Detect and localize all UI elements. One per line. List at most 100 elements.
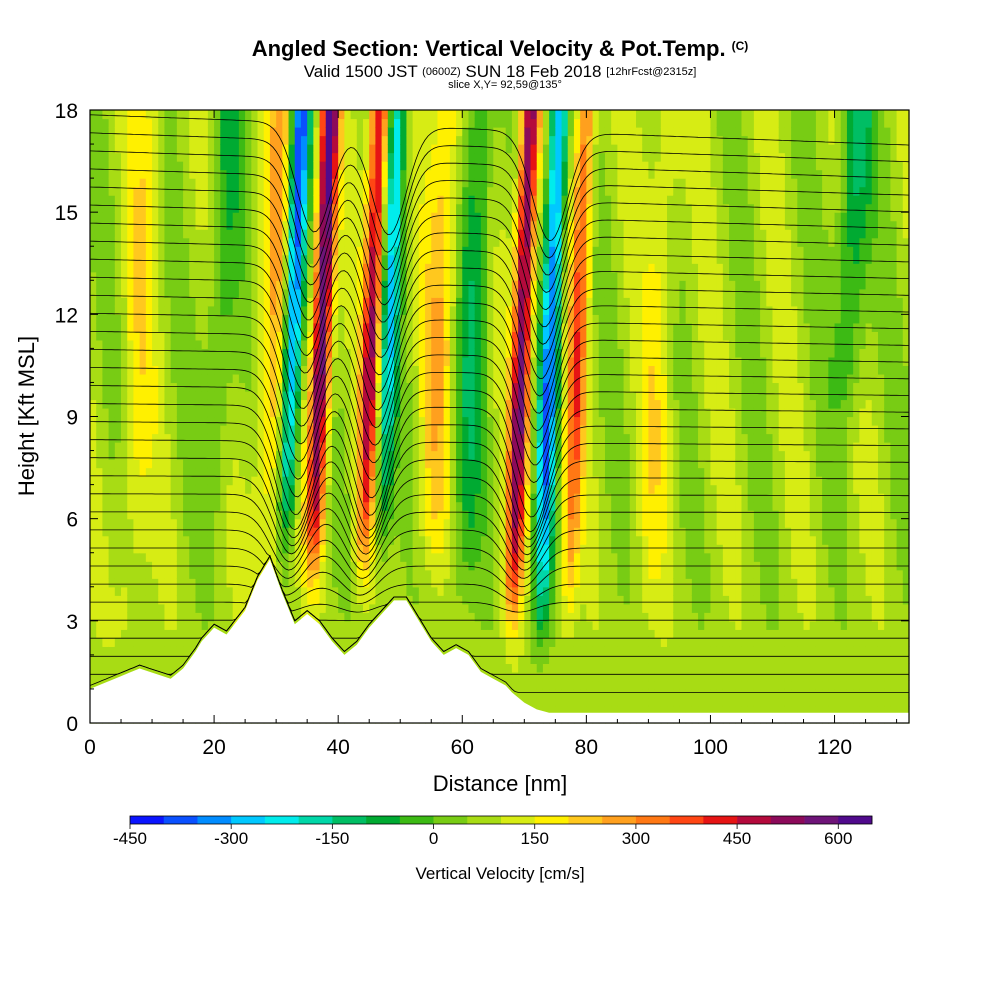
velocity-cell	[176, 254, 184, 264]
velocity-cell	[431, 637, 439, 647]
velocity-cell	[487, 237, 494, 247]
velocity-cell	[195, 578, 203, 588]
velocity-cell	[108, 620, 116, 630]
velocity-cell	[158, 586, 166, 596]
velocity-cell	[170, 254, 178, 264]
velocity-cell	[307, 569, 314, 579]
velocity-cell	[487, 339, 494, 349]
velocity-cell	[152, 578, 159, 588]
velocity-cell	[480, 339, 488, 349]
velocity-cell	[114, 246, 122, 256]
velocity-cell	[412, 493, 420, 503]
velocity-cell	[288, 195, 296, 205]
velocity-cell	[425, 527, 432, 537]
velocity-cell	[319, 110, 327, 120]
velocity-cell	[356, 161, 364, 171]
velocity-cell	[114, 178, 122, 188]
velocity-cell	[356, 518, 364, 528]
velocity-cell	[480, 169, 488, 179]
velocity-cell	[462, 144, 470, 154]
velocity-cell	[344, 637, 352, 647]
velocity-cell	[381, 110, 389, 120]
velocity-cell	[319, 212, 327, 222]
velocity-cell	[245, 237, 252, 247]
velocity-cell	[437, 220, 445, 230]
velocity-cell	[387, 178, 395, 188]
velocity-cell	[493, 382, 501, 392]
velocity-cell	[102, 348, 110, 358]
velocity-cell	[158, 654, 166, 664]
velocity-cell	[505, 459, 513, 469]
velocity-cell	[412, 390, 420, 401]
velocity-cell	[201, 195, 209, 205]
velocity-cell	[462, 510, 470, 520]
velocity-cell	[282, 416, 290, 426]
velocity-cell	[164, 331, 172, 341]
velocity-cell	[121, 637, 128, 647]
velocity-cell	[158, 348, 166, 358]
velocity-cell	[152, 348, 159, 358]
velocity-cell	[474, 450, 482, 460]
velocity-cell	[418, 407, 426, 418]
velocity-cell	[437, 288, 445, 298]
velocity-cell	[375, 271, 383, 281]
velocity-cell	[338, 646, 345, 656]
velocity-cell	[480, 135, 488, 145]
velocity-cell	[164, 654, 172, 664]
velocity-cell	[294, 407, 302, 418]
velocity-cell	[145, 212, 153, 222]
velocity-cell	[375, 407, 383, 418]
velocity-cell	[176, 535, 184, 545]
velocity-cell	[350, 373, 358, 384]
velocity-cell	[487, 271, 494, 281]
velocity-cell	[480, 152, 488, 162]
velocity-cell	[449, 331, 457, 341]
velocity-cell	[164, 152, 172, 162]
velocity-cell	[96, 646, 103, 656]
velocity-cell	[369, 178, 376, 188]
velocity-cell	[269, 459, 277, 469]
velocity-cell	[108, 518, 116, 528]
velocity-cell	[207, 135, 215, 145]
velocity-cell	[480, 476, 488, 486]
velocity-cell	[338, 484, 345, 494]
velocity-cell	[418, 254, 426, 264]
velocity-cell	[493, 212, 501, 222]
velocity-cell	[207, 263, 215, 273]
velocity-cell	[145, 578, 153, 588]
velocity-cell	[437, 450, 445, 460]
velocity-cell	[449, 637, 457, 647]
velocity-cell	[114, 237, 122, 247]
velocity-cell	[269, 433, 277, 443]
velocity-cell	[152, 280, 159, 290]
velocity-cell	[480, 356, 488, 367]
velocity-cell	[431, 331, 439, 341]
velocity-cell	[319, 459, 327, 469]
velocity-cell	[331, 212, 339, 222]
velocity-cell	[493, 493, 501, 503]
velocity-cell	[307, 501, 314, 511]
velocity-cell	[443, 612, 451, 622]
velocity-cell	[145, 501, 153, 511]
velocity-cell	[195, 544, 203, 554]
velocity-cell	[480, 237, 488, 247]
velocity-cell	[313, 578, 321, 588]
velocity-cell	[102, 450, 110, 460]
velocity-cell	[96, 186, 103, 196]
velocity-cell	[518, 654, 525, 664]
velocity-cell	[499, 493, 507, 503]
velocity-cell	[468, 254, 476, 264]
velocity-cell	[363, 135, 370, 145]
velocity-cell	[443, 305, 451, 315]
velocity-cell	[406, 314, 414, 324]
velocity-cell	[108, 297, 116, 307]
velocity-cell	[207, 544, 215, 554]
velocity-cell	[139, 390, 147, 401]
velocity-cell	[257, 467, 265, 477]
velocity-cell	[195, 331, 203, 341]
velocity-cell	[468, 373, 476, 384]
velocity-cell	[294, 612, 302, 622]
velocity-cell	[145, 220, 153, 230]
velocity-cell	[276, 390, 283, 401]
velocity-cell	[226, 288, 234, 298]
